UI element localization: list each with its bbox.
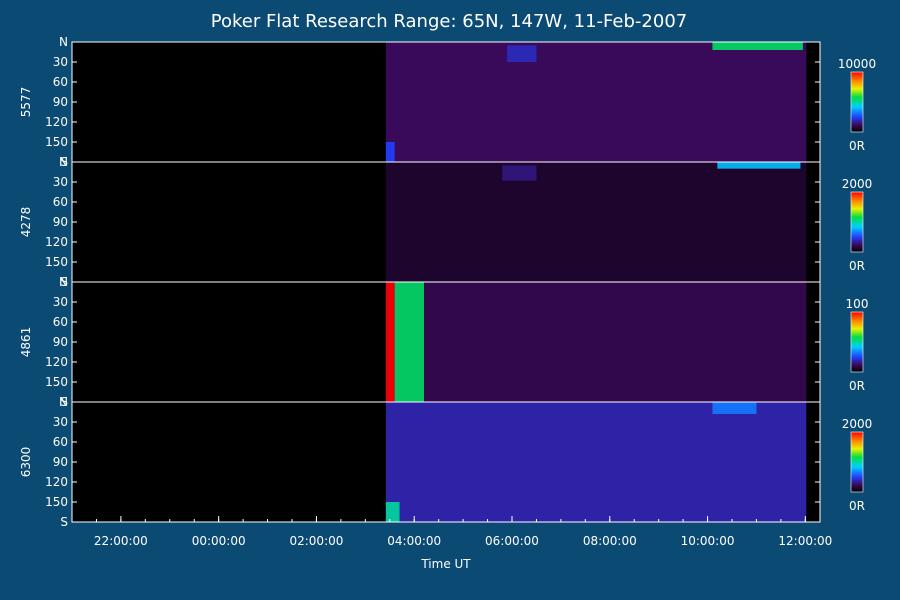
y-tick-label: 60 [53,315,68,329]
y-tick-label: 150 [45,495,68,509]
y-tick-label: 120 [45,355,68,369]
y-tick-label: 30 [53,55,68,69]
colorbar [850,71,864,133]
emission-feature [502,165,537,181]
chart-title: Poker Flat Research Range: 65N, 147W, 11… [211,11,687,32]
x-tick-label: 06:00:00 [485,534,539,548]
y-tick-label: N [59,35,68,49]
y-tick-label: S [60,395,68,409]
colorbar-max-label: 10000 [838,57,876,71]
emission-feature [717,162,801,169]
emission-feature [507,45,537,62]
y-tick-label: N [59,395,68,409]
x-tick-label: 10:00:00 [681,534,735,548]
y-tick-label: 150 [45,375,68,389]
y-tick-label: N [59,275,68,289]
panel-4861: N 30 60 90 120 150 S 4861 100 0R [19,275,868,409]
y-tick-label: 90 [53,335,68,349]
y-tick-label: S [60,275,68,289]
colorbar [850,311,864,373]
colorbar-max-label: 2000 [842,417,873,431]
y-tick-label: 120 [45,115,68,129]
panel-label: 4278 [19,207,33,238]
data-region [385,42,807,162]
colorbar-min-label: 0R [849,259,865,273]
y-tick-label: 30 [53,415,68,429]
data-region [385,402,807,522]
x-tick-label: 02:00:00 [289,534,343,548]
y-tick-label: 90 [53,215,68,229]
emission-feature [394,282,424,402]
emission-feature [385,282,395,402]
y-tick-label: S [60,515,68,529]
y-tick-label: 120 [45,235,68,249]
y-tick-label: 90 [53,95,68,109]
panel-5577: N 30 60 90 120 150 S 5577 10000 0R [19,35,876,169]
colorbar-max-label: 2000 [842,177,873,191]
panel-label: 6300 [19,447,33,478]
y-tick-label: 30 [53,295,68,309]
y-tick-label: 60 [53,195,68,209]
x-tick-label: 04:00:00 [387,534,441,548]
colorbar [850,191,864,253]
y-tick-label: 120 [45,475,68,489]
panel-6300: N 30 60 90 120 150 S 6300 2000 0R [19,395,872,529]
emission-feature [712,42,803,50]
x-tick-label: 12:00:00 [778,534,832,548]
emission-feature [385,142,395,162]
colorbar-max-label: 100 [846,297,869,311]
y-tick-label: 30 [53,175,68,189]
y-tick-label: 150 [45,135,68,149]
y-tick-label: N [59,155,68,169]
emission-feature [712,402,757,414]
panel-label: 5577 [19,87,33,118]
colorbar-min-label: 0R [849,139,865,153]
x-tick-label: 22:00:00 [94,534,148,548]
colorbar [850,431,864,493]
y-tick-label: 60 [53,75,68,89]
y-tick-label: 60 [53,435,68,449]
data-region [385,282,807,402]
emission-feature [385,502,400,522]
y-tick-label: 150 [45,255,68,269]
y-tick-label: S [60,155,68,169]
colorbar-min-label: 0R [849,499,865,513]
x-tick-label: 08:00:00 [583,534,637,548]
panel-label: 4861 [19,327,33,358]
data-region [385,162,807,282]
y-tick-label: 90 [53,455,68,469]
panel-4278: N 30 60 90 120 150 S 4278 2000 0R [19,155,872,289]
colorbar-min-label: 0R [849,379,865,393]
x-axis-label: Time UT [420,557,471,571]
x-tick-label: 00:00:00 [192,534,246,548]
